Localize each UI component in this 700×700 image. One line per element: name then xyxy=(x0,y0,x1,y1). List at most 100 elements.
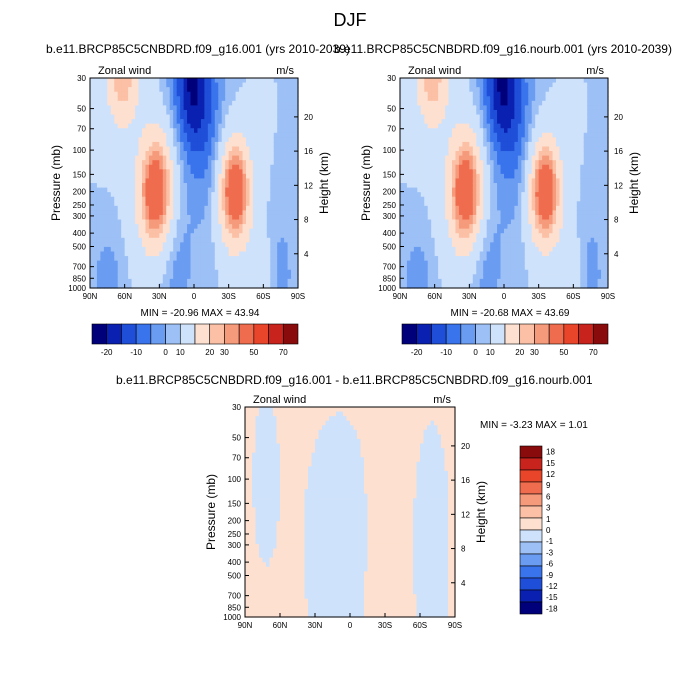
panel2-ytick: 850 xyxy=(383,274,397,283)
panel2-cb-bin xyxy=(519,323,535,345)
panel1-ytick: 50 xyxy=(77,105,86,114)
panel3-cb-label: 18 xyxy=(546,448,555,457)
panel3-y2tick: 16 xyxy=(461,476,470,485)
panel2-ytick: 50 xyxy=(387,105,396,114)
panel2-cb-bin xyxy=(445,323,462,345)
panel1-cb-label: 50 xyxy=(249,348,258,357)
panel1-y2tick: 12 xyxy=(304,181,313,190)
panel3-cb-bin xyxy=(519,589,543,603)
panel3-ytick: 70 xyxy=(232,454,241,463)
panel2-cb-label: 20 xyxy=(515,348,524,357)
panel1-xtick: 60N xyxy=(117,292,132,301)
panel3-cb-label: -18 xyxy=(546,604,558,613)
panel1-ytick: 70 xyxy=(77,125,86,134)
panel2-y2tick: 12 xyxy=(614,181,623,190)
panel3-field xyxy=(245,407,456,618)
panel2-cb-bin xyxy=(475,323,491,345)
panel3-cb-bin xyxy=(519,553,543,567)
panel3-cb-bin xyxy=(519,517,543,531)
figure-title: DJF xyxy=(333,10,367,30)
panel3-y2tick: 4 xyxy=(461,579,466,588)
panel3-y2tick: 12 xyxy=(461,510,470,519)
panel3-cb-bin xyxy=(519,529,543,543)
panel3-cb-label: -1 xyxy=(546,537,554,546)
panel1-cb-label: 20 xyxy=(205,348,214,357)
panel3-cb-label: -12 xyxy=(546,582,558,591)
panel3-xtick: 30N xyxy=(308,621,323,630)
panel3-ytick: 400 xyxy=(228,558,242,567)
panel2-cb-label: 0 xyxy=(473,348,478,357)
panel3-y2tick: 8 xyxy=(461,545,466,554)
panel3-ytick: 250 xyxy=(228,530,242,539)
panel1-title: b.e11.BRCP85C5CNBDRD.f09_g16.001 (yrs 20… xyxy=(46,42,350,56)
panel1-ytick: 300 xyxy=(73,212,87,221)
panel2-cb-label: 30 xyxy=(530,348,539,357)
panel1-xtick: 90N xyxy=(83,292,98,301)
panel2-xtick: 60S xyxy=(566,292,580,301)
panel1-chart: Zonal wind m/s305070100150200250300400500… xyxy=(49,65,331,357)
panel3-y2tick: 20 xyxy=(461,442,470,451)
panel3-cb-label: 12 xyxy=(546,470,555,479)
panel2-xtick: 60N xyxy=(427,292,442,301)
panel1-xtick: 90S xyxy=(291,292,305,301)
panel3-stats: MIN = -3.23 MAX = 1.01 xyxy=(480,420,588,431)
panel1-ytick: 700 xyxy=(73,263,87,272)
panel1-stats: MIN = -20.96 MAX = 43.94 xyxy=(141,308,260,319)
panel1-y2tick: 16 xyxy=(304,147,313,156)
panel1-cb-label: 10 xyxy=(176,348,185,357)
panel2-ytick: 250 xyxy=(383,201,397,210)
panel3-ytick: 700 xyxy=(228,592,242,601)
panel2-y2tick: 20 xyxy=(614,113,623,122)
panel3-xtick: 60S xyxy=(413,621,427,630)
panel3-cb-label: -6 xyxy=(546,560,554,569)
panel1-y2label: Height (km) xyxy=(317,152,331,214)
panel2-y2label: Height (km) xyxy=(627,152,641,214)
panel1-field-label: Zonal wind xyxy=(98,65,151,77)
panel1-cb-bin xyxy=(91,323,108,345)
panel1-cb-bin xyxy=(121,323,137,345)
panel3-cb-label: 6 xyxy=(546,492,551,501)
panel1-cb-bin xyxy=(194,323,211,345)
panel3-cb-bin xyxy=(519,577,543,591)
panel3-xtick: 60N xyxy=(273,621,288,630)
panel2-cb-label: -10 xyxy=(440,348,452,357)
panel3-cb-label: -15 xyxy=(546,593,558,602)
panel2-cb-bin xyxy=(460,323,476,345)
panel1-cb-label: 30 xyxy=(220,348,229,357)
panel1-ytick: 250 xyxy=(73,201,87,210)
panel1-xtick: 30S xyxy=(222,292,236,301)
panel1-cb-bin xyxy=(238,323,255,345)
panel2-cb-bin xyxy=(592,323,609,345)
panel2-cb-bin xyxy=(401,323,418,345)
panel2-cb-label: -20 xyxy=(411,348,423,357)
panel1-field xyxy=(90,78,299,289)
panel1-ytick: 200 xyxy=(73,188,87,197)
panel2-ytick: 150 xyxy=(383,170,397,179)
panel1-cb-label: -20 xyxy=(101,348,113,357)
panel2-cb-bin xyxy=(578,323,594,345)
panel2-cb-bin xyxy=(548,323,565,345)
panel1-cb-bin xyxy=(268,323,284,345)
panel2-y2tick: 8 xyxy=(614,216,619,225)
panel3-ytick: 200 xyxy=(228,517,242,526)
panel2-stats: MIN = -20.68 MAX = 43.69 xyxy=(451,308,570,319)
panel2-cb-bin xyxy=(416,323,432,345)
panel3-chart: Zonal wind m/s305070100150200250300400500… xyxy=(204,394,588,630)
panel3-y2label: Height (km) xyxy=(474,481,488,543)
panel2-y2tick: 16 xyxy=(614,147,623,156)
panel3-cb-bin xyxy=(519,565,543,579)
panel1-unit-label: m/s xyxy=(276,65,294,77)
panel2-cb-bin xyxy=(489,323,506,345)
panel3-unit-label: m/s xyxy=(433,394,451,406)
panel2-ytick: 30 xyxy=(387,74,396,83)
panel2-title: b.e11.BRCP85C5CNBDRD.f09_g16.nourb.001 (… xyxy=(334,42,672,56)
panel3-cb-bin xyxy=(519,493,543,507)
panel3-cb-label: 3 xyxy=(546,504,551,513)
panel1-cb-bin xyxy=(179,323,196,345)
panel3-ytick: 500 xyxy=(228,571,242,580)
panel1-cb-bin xyxy=(224,323,240,345)
panel2-chart: Zonal wind m/s305070100150200250300400500… xyxy=(359,65,641,357)
panel3-ytick: 150 xyxy=(228,499,242,508)
panel1-cb-bin xyxy=(165,323,181,345)
panel1-ytick: 30 xyxy=(77,74,86,83)
